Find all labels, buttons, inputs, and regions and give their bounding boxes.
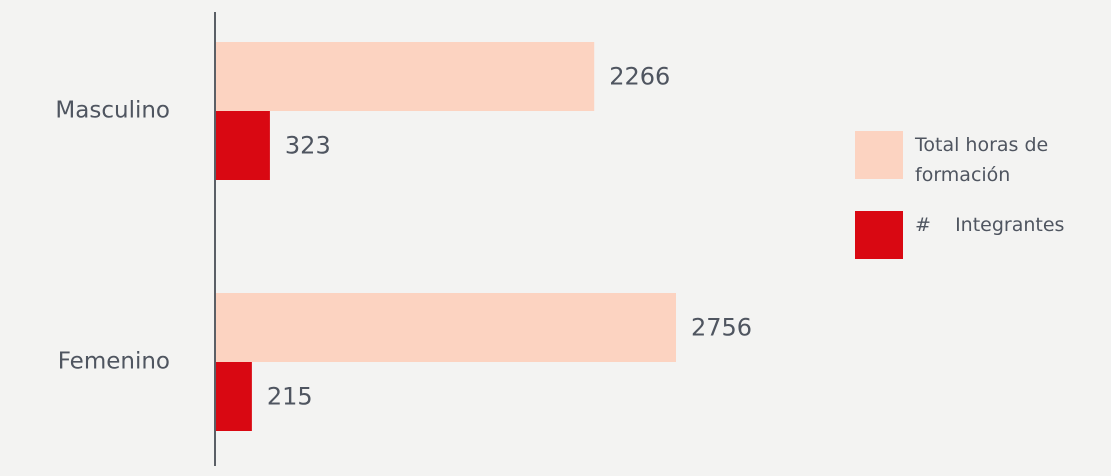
bar — [216, 362, 252, 431]
legend-swatch — [855, 131, 903, 179]
bar — [216, 111, 270, 180]
data-label: 2756 — [691, 314, 752, 342]
legend-swatch — [855, 211, 903, 259]
legend-label: # Integrantes — [915, 214, 1065, 236]
y-tick-label: Masculino — [55, 98, 170, 124]
legend-label: Total horas de formación — [915, 134, 1055, 186]
y-tick-label: Femenino — [58, 349, 170, 375]
data-label: 215 — [267, 383, 313, 411]
bar — [216, 293, 676, 362]
data-label: 2266 — [609, 63, 670, 91]
data-label: 323 — [285, 132, 331, 160]
bar — [216, 42, 595, 111]
